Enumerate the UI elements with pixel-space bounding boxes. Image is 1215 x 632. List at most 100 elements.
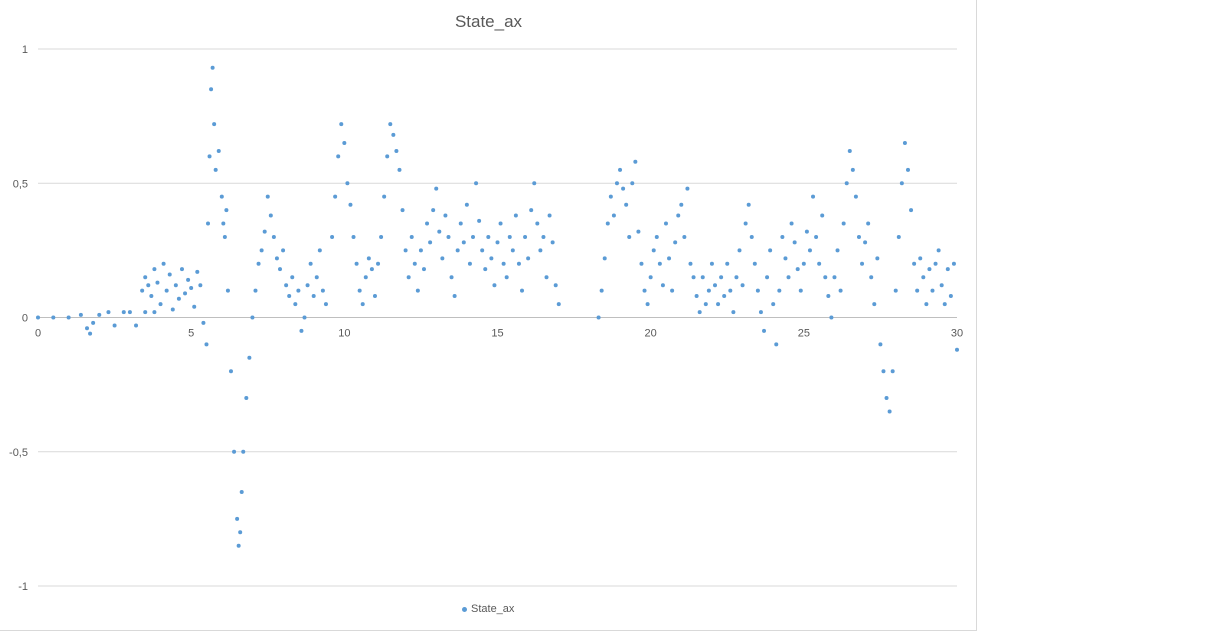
data-point bbox=[746, 202, 751, 207]
data-point bbox=[192, 304, 197, 309]
data-point bbox=[642, 288, 647, 293]
data-point bbox=[366, 256, 371, 261]
data-point bbox=[550, 240, 555, 245]
data-point bbox=[330, 234, 335, 239]
data-point bbox=[740, 283, 745, 288]
data-point bbox=[844, 181, 849, 186]
data-point bbox=[673, 240, 678, 245]
data-point bbox=[219, 194, 224, 199]
data-point bbox=[259, 248, 264, 253]
data-point bbox=[274, 256, 279, 261]
y-axis-ticks: 1 0,5 0 -0,5 -1 bbox=[9, 44, 28, 593]
data-point bbox=[654, 234, 659, 239]
data-point bbox=[134, 323, 139, 328]
data-point bbox=[774, 342, 779, 347]
data-point bbox=[470, 234, 475, 239]
y-tick-label: 0 bbox=[22, 313, 28, 325]
data-point bbox=[544, 275, 549, 280]
data-points bbox=[36, 65, 959, 548]
data-point bbox=[209, 87, 214, 92]
data-point bbox=[795, 267, 800, 272]
data-point bbox=[771, 302, 776, 307]
data-point bbox=[498, 221, 503, 226]
data-point bbox=[905, 167, 910, 172]
data-point bbox=[85, 326, 90, 331]
data-point bbox=[516, 261, 521, 266]
data-point bbox=[758, 310, 763, 315]
data-point bbox=[232, 449, 237, 454]
data-point bbox=[752, 261, 757, 266]
data-point bbox=[912, 261, 917, 266]
data-point bbox=[212, 122, 217, 127]
data-point bbox=[682, 234, 687, 239]
data-point bbox=[706, 288, 711, 293]
data-point bbox=[127, 310, 132, 315]
data-point bbox=[477, 218, 482, 223]
data-point bbox=[379, 234, 384, 239]
data-point bbox=[464, 202, 469, 207]
data-point bbox=[406, 275, 411, 280]
data-point bbox=[933, 261, 938, 266]
data-point bbox=[241, 449, 246, 454]
data-point bbox=[869, 275, 874, 280]
data-point bbox=[179, 267, 184, 272]
data-point bbox=[345, 181, 350, 186]
data-point bbox=[36, 315, 40, 320]
data-point bbox=[737, 248, 742, 253]
data-point bbox=[158, 302, 163, 307]
data-point bbox=[198, 283, 203, 288]
data-point bbox=[688, 261, 693, 266]
data-point bbox=[385, 154, 390, 159]
data-point bbox=[437, 229, 442, 234]
data-point bbox=[798, 288, 803, 293]
data-point bbox=[431, 208, 436, 213]
data-point bbox=[948, 294, 953, 299]
data-point bbox=[176, 296, 181, 301]
data-point bbox=[645, 302, 650, 307]
data-point bbox=[400, 208, 405, 213]
data-point bbox=[143, 275, 148, 280]
data-point bbox=[532, 181, 537, 186]
chart-area bbox=[0, 0, 977, 631]
x-tick-label: 0 bbox=[35, 328, 41, 340]
data-point bbox=[302, 315, 307, 320]
data-point bbox=[189, 285, 194, 290]
data-point bbox=[847, 149, 852, 154]
data-point bbox=[915, 288, 920, 293]
data-point bbox=[256, 261, 261, 266]
data-point bbox=[336, 154, 341, 159]
data-point bbox=[216, 149, 221, 154]
data-point bbox=[253, 288, 258, 293]
data-point bbox=[765, 275, 770, 280]
data-point bbox=[685, 186, 690, 191]
data-point bbox=[458, 221, 463, 226]
data-point bbox=[213, 167, 218, 172]
data-point bbox=[743, 221, 748, 226]
data-point bbox=[538, 248, 543, 253]
data-point bbox=[896, 234, 901, 239]
data-point bbox=[440, 256, 445, 261]
data-point bbox=[945, 267, 950, 272]
x-tick-label: 5 bbox=[188, 328, 194, 340]
data-point bbox=[348, 202, 353, 207]
data-point bbox=[363, 275, 368, 280]
chart-title: State_ax bbox=[454, 12, 523, 31]
data-point bbox=[841, 221, 846, 226]
data-point bbox=[342, 140, 347, 145]
data-point bbox=[121, 310, 126, 315]
data-point bbox=[783, 256, 788, 261]
y-tick-label: 1 bbox=[22, 44, 28, 56]
data-point bbox=[860, 261, 865, 266]
data-point bbox=[415, 288, 420, 293]
data-point bbox=[930, 288, 935, 293]
data-point bbox=[152, 310, 157, 315]
data-point bbox=[323, 302, 328, 307]
data-point bbox=[403, 248, 408, 253]
data-point bbox=[455, 248, 460, 253]
data-point bbox=[951, 261, 956, 266]
data-point bbox=[755, 288, 760, 293]
data-point bbox=[443, 213, 448, 218]
data-point bbox=[611, 213, 616, 218]
data-point bbox=[235, 516, 240, 521]
data-point bbox=[722, 294, 727, 299]
